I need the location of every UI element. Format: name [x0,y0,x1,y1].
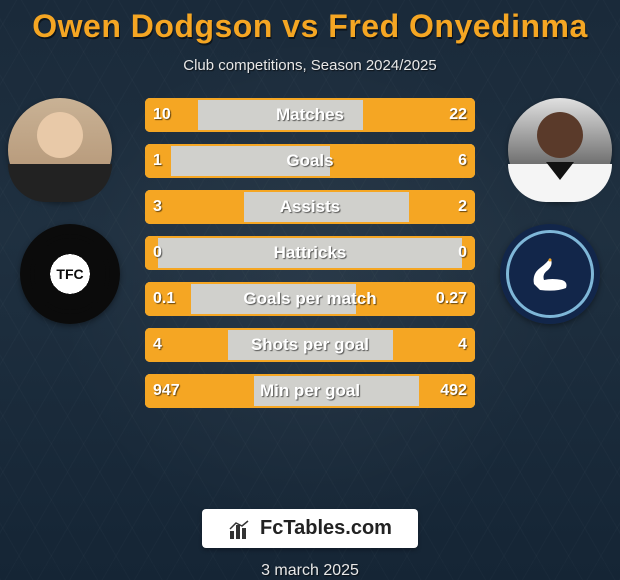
stat-value-right: 492 [411,374,467,408]
stat-value-left: 1 [153,144,209,178]
player-right-avatar [508,98,612,202]
club-badge-right [500,224,600,324]
stat-row: Goals per match0.10.27 [145,282,475,316]
date-label: 3 march 2025 [261,562,359,580]
stat-bars: Matches1022Goals16Assists32Hattricks00Go… [145,98,475,497]
stat-value-right: 4 [411,328,467,362]
stat-value-left: 0 [153,236,209,270]
stat-value-right: 0.27 [411,282,467,316]
page-title: Owen Dodgson vs Fred Onyedinma [32,8,588,45]
brand-box[interactable]: FcTables.com [202,509,418,548]
stat-value-left: 3 [153,190,209,224]
content: Owen Dodgson vs Fred Onyedinma Club comp… [0,0,620,580]
stat-value-right: 2 [411,190,467,224]
subtitle: Club competitions, Season 2024/2025 [183,57,437,74]
stats-area: TFC Matches1022Goals16Assists32Hattricks… [0,98,620,497]
stat-value-left: 947 [153,374,209,408]
brand-chart-icon [228,519,252,539]
brand-text: FcTables.com [260,517,392,540]
stat-row: Matches1022 [145,98,475,132]
stat-value-right: 22 [411,98,467,132]
swan-icon [528,254,572,294]
stat-value-left: 10 [153,98,209,132]
stat-value-left: 0.1 [153,282,209,316]
club-badge-left: TFC [20,224,120,324]
stat-value-left: 4 [153,328,209,362]
stat-row: Assists32 [145,190,475,224]
stat-row: Shots per goal44 [145,328,475,362]
stat-row: Goals16 [145,144,475,178]
stat-row: Hattricks00 [145,236,475,270]
stat-value-right: 6 [411,144,467,178]
stat-row: Min per goal947492 [145,374,475,408]
stat-value-right: 0 [411,236,467,270]
player-left-avatar [8,98,112,202]
